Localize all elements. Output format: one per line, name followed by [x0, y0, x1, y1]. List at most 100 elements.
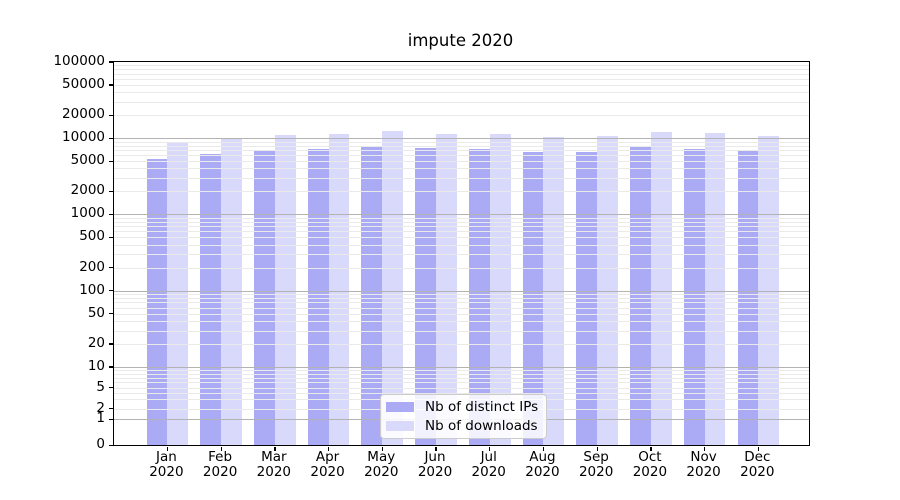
y-tick-mark	[108, 313, 113, 315]
x-tick-mark	[650, 446, 652, 451]
y-tick-mark	[108, 444, 113, 447]
y-tick-label: 10	[87, 357, 105, 374]
x-tick-mark	[704, 446, 706, 451]
grid-minor	[114, 294, 809, 296]
grid-minor	[114, 370, 809, 372]
grid-minor	[114, 231, 809, 233]
x-tick-label-jan: Jan 2020	[149, 449, 184, 480]
grid-minor	[114, 155, 809, 157]
x-tick-mark	[542, 446, 545, 451]
grid-major	[114, 214, 809, 216]
y-tick-mark	[108, 267, 113, 269]
x-tick-label-nov: Nov 2020	[686, 449, 721, 480]
bar-ips-nov	[683, 148, 705, 446]
x-tick-mark	[220, 446, 222, 451]
bar-downloads-feb	[221, 139, 242, 446]
grid-major	[114, 366, 809, 368]
grid-minor	[114, 244, 809, 246]
x-tick-label-apr: Apr 2020	[310, 449, 345, 480]
grid-minor	[114, 115, 809, 117]
grid-minor	[114, 237, 809, 239]
bar-ips-jul	[468, 149, 490, 446]
y-tick-label: 50	[87, 304, 105, 321]
y-tick-label: 50000	[62, 75, 105, 92]
grid-minor	[114, 168, 809, 170]
legend: Nb of distinct IPs Nb of downloads	[380, 394, 548, 439]
bar-downloads-sep	[597, 135, 618, 446]
y-tick-label: 2000	[70, 182, 105, 199]
y-tick-mark	[108, 290, 113, 292]
grid-minor	[114, 343, 809, 345]
grid-minor	[114, 145, 809, 147]
y-tick-label: 10000	[62, 129, 105, 146]
grid-minor	[114, 65, 809, 67]
x-tick-label-sep: Sep 2020	[578, 449, 614, 480]
y-tick-mark	[108, 190, 113, 193]
grid-minor	[114, 101, 809, 103]
chart-title: impute 2020	[407, 31, 514, 50]
bar-ips-apr	[307, 148, 329, 446]
y-tick-mark	[108, 213, 113, 216]
legend-item-downloads: Nb of downloads	[386, 419, 538, 433]
x-tick-mark	[757, 446, 760, 451]
grid-minor	[114, 217, 809, 219]
grid-minor	[114, 73, 809, 75]
x-tick-mark	[166, 446, 169, 451]
y-tick-mark	[108, 387, 113, 389]
x-tick-mark	[381, 446, 383, 451]
grid-major	[114, 138, 809, 140]
y-tick-mark	[108, 343, 113, 345]
y-tick-mark	[108, 408, 113, 410]
grid-minor	[114, 373, 809, 375]
x-tick-mark	[327, 446, 330, 451]
y-tick-mark	[108, 84, 113, 86]
legend-swatch-distinct-ips	[386, 401, 414, 413]
grid-minor	[114, 92, 809, 94]
x-tick-mark	[596, 446, 598, 451]
grid-minor	[114, 387, 809, 389]
y-tick-label: 20	[87, 334, 105, 351]
grid-minor	[114, 377, 809, 379]
grid-minor	[114, 141, 809, 143]
grid-minor	[114, 382, 809, 384]
legend-swatch-downloads	[386, 420, 414, 432]
y-tick-label: 1000	[70, 205, 105, 222]
grid-minor	[114, 84, 809, 86]
grid-minor	[114, 69, 809, 71]
x-tick-mark	[274, 446, 276, 451]
x-tick-label-jul: Jul 2020	[471, 449, 506, 480]
bar-downloads-dec	[758, 135, 780, 446]
grid-minor	[114, 392, 809, 394]
y-tick-label: 100000	[53, 52, 105, 69]
x-tick-label-mar: Mar 2020	[256, 449, 291, 480]
grid-minor	[114, 149, 809, 151]
plot-area	[108, 61, 810, 451]
bar-ips-feb	[200, 153, 222, 446]
x-tick-label-jun: Jun 2020	[417, 449, 453, 480]
grid-minor	[114, 307, 809, 309]
x-tick-label-aug: Aug 2020	[525, 449, 560, 480]
legend-label-downloads: Nb of downloads	[425, 418, 538, 434]
bar-downloads-may	[382, 131, 404, 446]
y-tick-label: 0	[96, 436, 105, 453]
y-tick-label: 20000	[62, 106, 105, 123]
y-tick-mark	[108, 114, 113, 116]
grid-minor	[114, 298, 809, 300]
grid-minor	[114, 330, 809, 332]
grid-minor	[114, 221, 809, 223]
grid-minor	[114, 320, 809, 322]
grid-major	[114, 290, 809, 292]
x-tick-mark	[489, 446, 491, 451]
y-tick-label: 200	[79, 258, 105, 275]
y-tick-label: 2	[96, 399, 105, 416]
legend-item-distinct-ips: Nb of distinct IPs	[386, 400, 538, 414]
grid-minor	[114, 313, 809, 315]
x-tick-label-feb: Feb 2020	[202, 449, 238, 480]
y-tick-label: 100	[79, 281, 105, 298]
x-tick-label-may: May 2020	[364, 449, 399, 480]
y-tick-mark	[108, 61, 113, 63]
y-tick-mark	[108, 137, 113, 139]
y-tick-mark	[108, 160, 113, 162]
y-tick-label: 1	[96, 410, 105, 427]
